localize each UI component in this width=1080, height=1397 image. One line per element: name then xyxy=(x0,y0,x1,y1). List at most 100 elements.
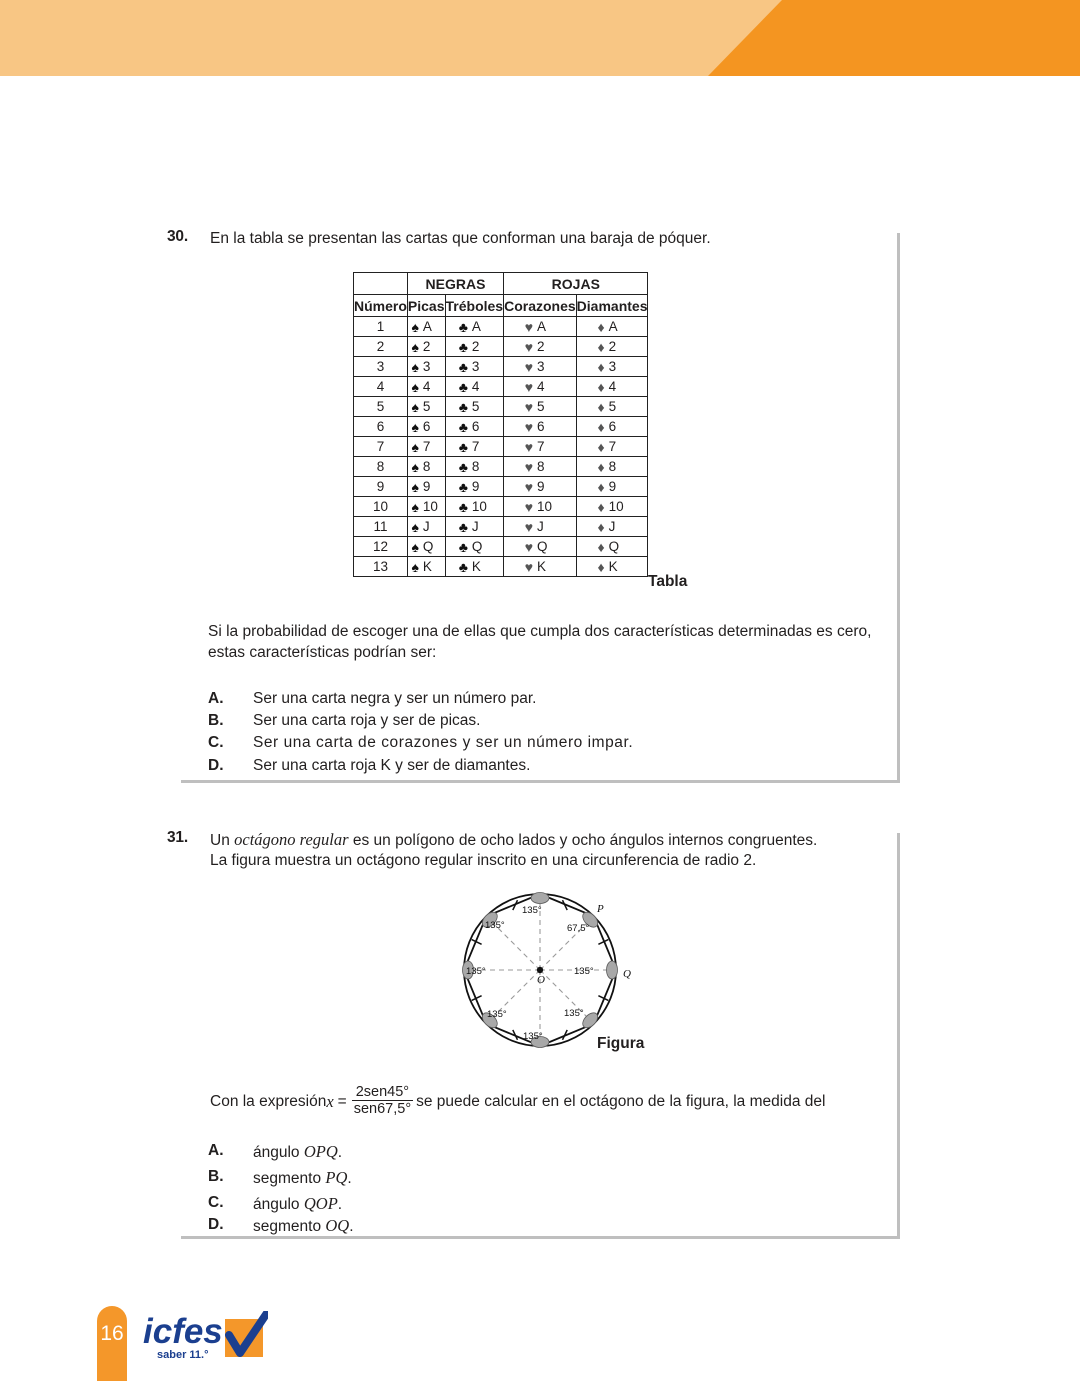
picas-suit-icon: ♠ xyxy=(411,498,419,515)
side-tick-marks xyxy=(471,899,609,1041)
stem-post: es un polígono de ocho lados y ocho ángu… xyxy=(348,832,818,849)
cell-treboles: ♣ K xyxy=(444,556,505,577)
cell-rank: K xyxy=(608,559,618,574)
table-row: 2 ♠ 2 ♣ 2 ♥ 2 ♦ 2 xyxy=(353,336,649,357)
table-row: 7 ♠ 7 ♣ 7 ♥ 7 ♦ 7 xyxy=(353,436,649,457)
corazones-suit-icon: ♥ xyxy=(524,398,534,415)
cell-treboles: ♣ Q xyxy=(444,536,505,557)
option-b-letter: B. xyxy=(208,1168,224,1185)
cell-picas: ♠ 5 xyxy=(406,396,446,417)
diamantes-suit-icon: ♦ xyxy=(597,458,605,475)
diamantes-suit-icon: ♦ xyxy=(597,478,605,495)
question-31-formula-line: Con la expresión x = 2sen45° sen67,5° se… xyxy=(210,1084,825,1118)
angle-label-upper-left: 135° xyxy=(485,920,505,931)
option-d-letter: D. xyxy=(208,1216,224,1233)
banner-light-band xyxy=(0,0,790,76)
cell-rank: 5 xyxy=(471,399,480,414)
formula-equals: = xyxy=(337,1092,347,1110)
cell-rank: A xyxy=(608,319,618,334)
cell-corazones: ♥ 2 xyxy=(503,336,577,357)
cell-picas: ♠ A xyxy=(406,316,446,337)
option-a-letter: A. xyxy=(208,690,224,707)
cell-rank: A xyxy=(537,319,547,334)
angle-label-left: 135° xyxy=(466,966,486,977)
cell-treboles: ♣ 4 xyxy=(444,376,505,397)
cell-rank: 2 xyxy=(537,339,545,354)
corazones-suit-icon: ♥ xyxy=(524,358,534,375)
cell-rank: 8 xyxy=(537,459,545,474)
cell-rank: Q xyxy=(537,539,548,554)
formula-fraction: 2sen45° sen67,5° xyxy=(351,1084,414,1117)
cell-rank: 8 xyxy=(422,459,431,474)
treboles-suit-icon: ♣ xyxy=(458,318,468,335)
page-header-banner xyxy=(0,0,1080,76)
treboles-suit-icon: ♣ xyxy=(458,558,468,575)
cell-diamantes: ♦ A xyxy=(575,316,649,337)
corazones-suit-icon: ♥ xyxy=(524,518,534,535)
corazones-suit-icon: ♥ xyxy=(524,538,534,555)
table-row: 12 ♠ Q ♣ Q ♥ Q ♦ Q xyxy=(353,536,649,557)
cell-rank: 7 xyxy=(537,439,545,454)
cell-corazones: ♥ 6 xyxy=(503,416,577,437)
diamantes-suit-icon: ♦ xyxy=(597,558,605,575)
cell-treboles: ♣ 9 xyxy=(444,476,505,497)
treboles-suit-icon: ♣ xyxy=(458,338,468,355)
treboles-suit-icon: ♣ xyxy=(458,418,468,435)
table-row: 5 ♠ 5 ♣ 5 ♥ 5 ♦ 5 xyxy=(353,396,649,417)
diamantes-suit-icon: ♦ xyxy=(597,518,605,535)
diamantes-suit-icon: ♦ xyxy=(597,438,605,455)
cell-numero: 2 xyxy=(353,336,408,357)
question-31-stem-line-1: Un octágono regular es un polígono de oc… xyxy=(210,829,900,851)
angle-label-top: 135° xyxy=(522,905,542,916)
cell-corazones: ♥ 5 xyxy=(503,396,577,417)
cell-treboles: ♣ 10 xyxy=(444,496,505,517)
group-header-rojas: ROJAS xyxy=(503,272,649,295)
cell-rank: 2 xyxy=(608,339,617,354)
page-number-tab xyxy=(97,1306,127,1381)
option-d-letter: D. xyxy=(208,757,224,774)
cell-numero: 12 xyxy=(353,536,408,557)
cell-rank: J xyxy=(471,519,479,534)
cell-numero: 8 xyxy=(353,456,408,477)
option-c-prefix: ángulo xyxy=(253,1196,304,1213)
diamantes-suit-icon: ♦ xyxy=(597,498,605,515)
cell-rank: J xyxy=(608,519,616,534)
picas-suit-icon: ♠ xyxy=(411,438,419,455)
table-row: 4 ♠ 4 ♣ 4 ♥ 4 ♦ 4 xyxy=(353,376,649,397)
cell-rank: J xyxy=(422,519,430,534)
cell-rank: 4 xyxy=(422,379,431,394)
cell-rank: 4 xyxy=(537,379,545,394)
table-row: 3 ♠ 3 ♣ 3 ♥ 3 ♦ 3 xyxy=(353,356,649,377)
cell-corazones: ♥ K xyxy=(503,556,577,577)
cell-corazones: ♥ 10 xyxy=(503,496,577,517)
option-d-prefix: segmento xyxy=(253,1218,326,1235)
question-30-right-rule xyxy=(897,233,900,783)
cell-picas: ♠ K xyxy=(406,556,446,577)
angle-label-bottom: 135° xyxy=(523,1031,543,1042)
cell-diamantes: ♦ 10 xyxy=(575,496,649,517)
table-row: 6 ♠ 6 ♣ 6 ♥ 6 ♦ 6 xyxy=(353,416,649,437)
question-31-bottom-rule xyxy=(181,1236,900,1239)
cell-picas: ♠ 6 xyxy=(406,416,446,437)
cell-corazones: ♥ 8 xyxy=(503,456,577,477)
cell-rank: 2 xyxy=(471,339,480,354)
center-point xyxy=(536,966,544,974)
cell-corazones: ♥ Q xyxy=(503,536,577,557)
page-number: 16 xyxy=(100,1322,124,1345)
vertex-label-Q: Q xyxy=(623,968,631,980)
vertex-angle-markers xyxy=(462,892,618,1048)
option-a-math: OPQ xyxy=(303,1142,338,1161)
group-header-empty xyxy=(353,272,408,295)
cell-picas: ♠ 9 xyxy=(406,476,446,497)
picas-suit-icon: ♠ xyxy=(411,538,419,555)
angle-labels: 135° 135° 135° 135° 135° 135° 135° 67,5° xyxy=(466,905,594,1042)
diamantes-suit-icon: ♦ xyxy=(597,538,605,555)
cell-picas: ♠ J xyxy=(406,516,446,537)
treboles-suit-icon: ♣ xyxy=(458,398,468,415)
table-group-header-row: NEGRAS ROJAS xyxy=(353,272,649,295)
cell-picas: ♠ 8 xyxy=(406,456,446,477)
picas-suit-icon: ♠ xyxy=(411,338,419,355)
table-column-header-row: Número Picas Tréboles Corazones Diamante… xyxy=(353,294,649,317)
cell-picas: ♠ 2 xyxy=(406,336,446,357)
cell-rank: J xyxy=(537,519,544,534)
